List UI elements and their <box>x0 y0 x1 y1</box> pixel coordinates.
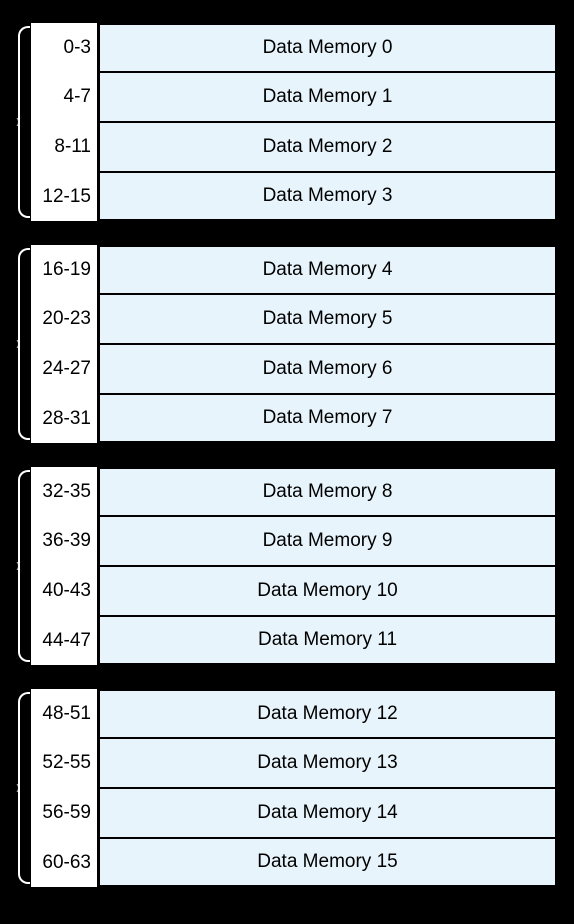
memory-label: Data Memory 3 <box>98 172 558 222</box>
memory-group: 32-35Data Memory 836-39Data Memory 940-4… <box>18 466 558 666</box>
memory-row: 8-11Data Memory 2 <box>30 122 558 172</box>
memory-rows: 0-3Data Memory 04-7Data Memory 18-11Data… <box>30 22 558 222</box>
memory-row: 4-7Data Memory 1 <box>30 72 558 122</box>
memory-row: 24-27Data Memory 6 <box>30 344 558 394</box>
address-range: 16-19 <box>30 244 98 294</box>
address-range: 44-47 <box>30 616 98 666</box>
memory-label: Data Memory 4 <box>98 244 558 294</box>
address-range: 28-31 <box>30 394 98 444</box>
address-range: 36-39 <box>30 516 98 566</box>
memory-row: 32-35Data Memory 8 <box>30 466 558 516</box>
memory-label: Data Memory 13 <box>98 738 558 788</box>
address-range: 32-35 <box>30 466 98 516</box>
memory-rows: 16-19Data Memory 420-23Data Memory 524-2… <box>30 244 558 444</box>
memory-label: Data Memory 8 <box>98 466 558 516</box>
memory-label: Data Memory 5 <box>98 294 558 344</box>
address-range: 4-7 <box>30 72 98 122</box>
brace-icon <box>18 244 30 444</box>
memory-row: 40-43Data Memory 10 <box>30 566 558 616</box>
memory-label: Data Memory 14 <box>98 788 558 838</box>
address-range: 40-43 <box>30 566 98 616</box>
address-range: 48-51 <box>30 688 98 738</box>
memory-row: 60-63Data Memory 15 <box>30 838 558 888</box>
memory-row: 44-47Data Memory 11 <box>30 616 558 666</box>
memory-label: Data Memory 12 <box>98 688 558 738</box>
memory-row: 28-31Data Memory 7 <box>30 394 558 444</box>
memory-rows: 48-51Data Memory 1252-55Data Memory 1356… <box>30 688 558 888</box>
memory-row: 20-23Data Memory 5 <box>30 294 558 344</box>
memory-row: 0-3Data Memory 0 <box>30 22 558 72</box>
address-range: 60-63 <box>30 838 98 888</box>
address-range: 52-55 <box>30 738 98 788</box>
memory-label: Data Memory 0 <box>98 22 558 72</box>
brace-icon <box>18 22 30 222</box>
memory-row: 12-15Data Memory 3 <box>30 172 558 222</box>
memory-label: Data Memory 9 <box>98 516 558 566</box>
memory-label: Data Memory 1 <box>98 72 558 122</box>
address-range: 8-11 <box>30 122 98 172</box>
address-range: 0-3 <box>30 22 98 72</box>
memory-label: Data Memory 7 <box>98 394 558 444</box>
memory-group: 48-51Data Memory 1252-55Data Memory 1356… <box>18 688 558 888</box>
memory-row: 56-59Data Memory 14 <box>30 788 558 838</box>
address-range: 56-59 <box>30 788 98 838</box>
memory-group: 16-19Data Memory 420-23Data Memory 524-2… <box>18 244 558 444</box>
brace-icon <box>18 466 30 666</box>
address-range: 20-23 <box>30 294 98 344</box>
memory-row: 16-19Data Memory 4 <box>30 244 558 294</box>
memory-diagram: 0-3Data Memory 04-7Data Memory 18-11Data… <box>18 22 558 910</box>
address-range: 24-27 <box>30 344 98 394</box>
memory-label: Data Memory 15 <box>98 838 558 888</box>
memory-rows: 32-35Data Memory 836-39Data Memory 940-4… <box>30 466 558 666</box>
memory-label: Data Memory 2 <box>98 122 558 172</box>
brace-icon <box>18 688 30 888</box>
memory-row: 36-39Data Memory 9 <box>30 516 558 566</box>
address-range: 12-15 <box>30 172 98 222</box>
memory-row: 48-51Data Memory 12 <box>30 688 558 738</box>
memory-label: Data Memory 11 <box>98 616 558 666</box>
memory-label: Data Memory 10 <box>98 566 558 616</box>
memory-row: 52-55Data Memory 13 <box>30 738 558 788</box>
memory-group: 0-3Data Memory 04-7Data Memory 18-11Data… <box>18 22 558 222</box>
memory-label: Data Memory 6 <box>98 344 558 394</box>
